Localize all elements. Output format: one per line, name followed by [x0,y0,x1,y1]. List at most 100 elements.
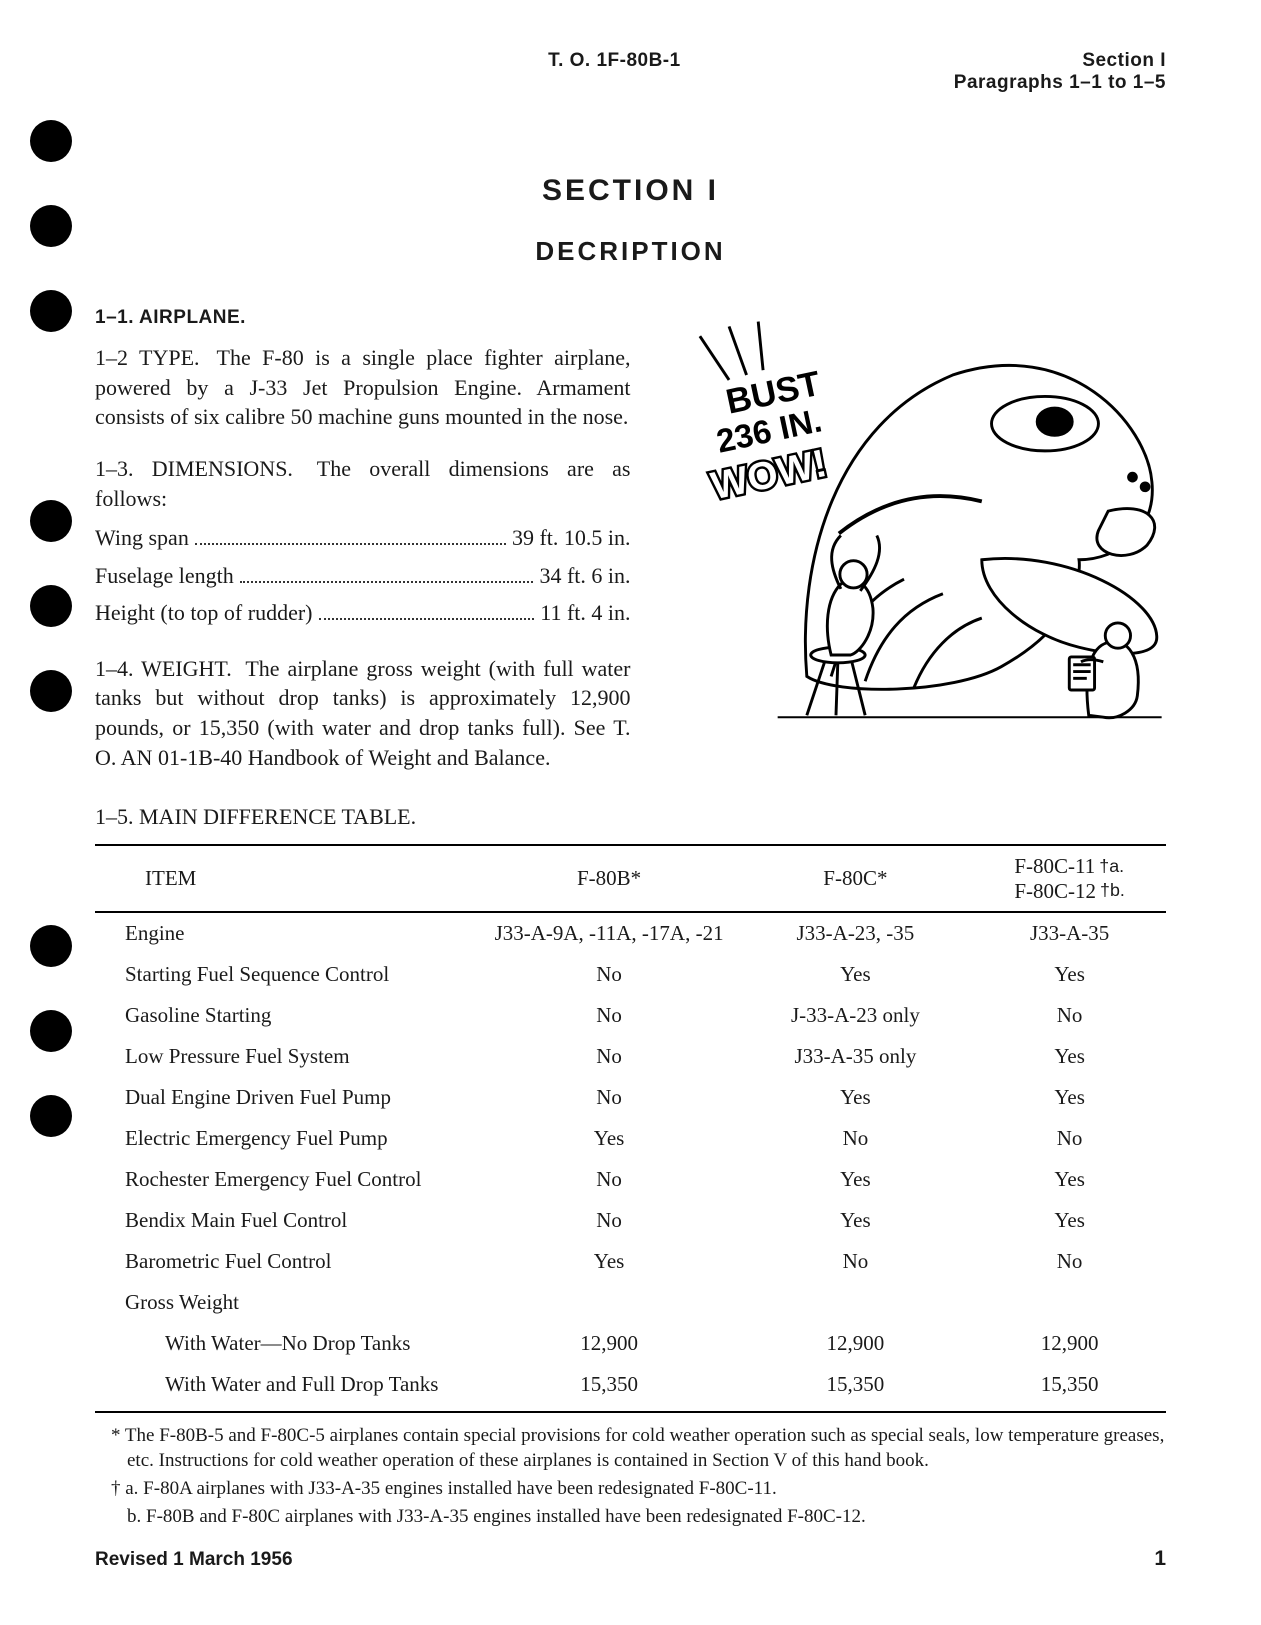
table-cell: Starting Fuel Sequence Control [95,954,481,995]
diff-table-body: EngineJ33-A-9A, -11A, -17A, -21J33-A-23,… [95,912,1166,1412]
para-type: 1–2 TYPE. The F-80 is a single place fig… [95,343,631,432]
page-footer: Revised 1 March 1956 1 [95,1547,1166,1571]
table-cell: J33-A-35 only [738,1036,974,1077]
dagger-a-icon: †a. [1099,856,1124,877]
table-cell: Bendix Main Fuel Control [95,1200,481,1241]
table-cell: With Water and Full Drop Tanks [95,1364,481,1412]
table-cell: No [973,1118,1166,1159]
table-cell: Gross Weight [95,1282,481,1323]
table-cell: 12,900 [481,1323,738,1364]
dagger-b-icon: †b. [1100,880,1125,901]
table-row: Gross Weight [95,1282,1166,1323]
footnote-dag-b: b. F-80B and F-80C airplanes with J33-A-… [95,1504,1166,1530]
table-cell: Yes [481,1241,738,1282]
para-dimensions-intro: 1–3. DIMENSIONS. The overall dimensions … [95,454,631,513]
table-cell: Electric Emergency Fuel Pump [95,1118,481,1159]
table-cell: No [738,1241,974,1282]
binder-holes [30,0,80,1625]
table-cell [738,1282,974,1323]
dimension-value: 39 ft. 10.5 in. [512,519,631,556]
cartoon-illustration: BUST 236 IN. WOW! [661,307,1167,725]
table-row: Dual Engine Driven Fuel PumpNoYesYes [95,1077,1166,1118]
table-cell: Gasoline Starting [95,995,481,1036]
table-cell: Yes [738,1200,974,1241]
binder-hole [30,925,72,967]
binder-hole [30,670,72,712]
intro-illustration-column: BUST 236 IN. WOW! [661,307,1167,794]
table-cell: Yes [738,1077,974,1118]
table-cell: J33-A-23, -35 [738,912,974,954]
binder-hole [30,290,72,332]
heading-airplane: 1–1. AIRPLANE. [95,307,631,329]
runin-weight: 1–4. WEIGHT. [95,656,232,681]
table-cell: Barometric Fuel Control [95,1241,481,1282]
table-row: Bendix Main Fuel ControlNoYesYes [95,1200,1166,1241]
table-cell: 15,350 [481,1364,738,1412]
table-row: EngineJ33-A-9A, -11A, -17A, -21J33-A-23,… [95,912,1166,954]
table-cell: Yes [973,1036,1166,1077]
table-cell: 15,350 [738,1364,974,1412]
dimension-row: Height (to top of rudder) 11 ft. 4 in. [95,594,631,631]
footnotes: * The F-80B-5 and F-80C-5 airplanes cont… [95,1423,1166,1530]
table-cell: Yes [973,954,1166,995]
table-cell [481,1282,738,1323]
header-right: Section I Paragraphs 1–1 to 1–5 [954,50,1166,94]
table-cell: Engine [95,912,481,954]
para-weight: 1–4. WEIGHT. The airplane gross weight (… [95,654,631,773]
binder-hole [30,1095,72,1137]
footnote-star: * The F-80B-5 and F-80C-5 airplanes cont… [95,1423,1166,1474]
table-cell: No [738,1118,974,1159]
col-f80c11-12: F-80C-11 †a. F-80C-12 †b. [973,845,1166,911]
table-cell: No [481,1159,738,1200]
table-cell: Yes [738,1159,974,1200]
table-cell: Yes [973,1077,1166,1118]
dimension-row: Wing span 39 ft. 10.5 in. [95,519,631,556]
diff-table-title: 1–5. MAIN DIFFERENCE TABLE. [95,804,1166,830]
col-item: ITEM [95,845,481,911]
table-header-row: ITEM F-80B* F-80C* F-80C-11 †a. F-80C-12… [95,845,1166,911]
table-row: Gasoline StartingNoJ-33-A-23 onlyNo [95,995,1166,1036]
dimension-value: 34 ft. 6 in. [539,557,630,594]
runin-dimensions: 1–3. DIMENSIONS. [95,456,293,481]
table-row: Rochester Emergency Fuel ControlNoYesYes [95,1159,1166,1200]
footer-page: 1 [1154,1547,1166,1571]
table-row: Starting Fuel Sequence ControlNoYesYes [95,954,1166,995]
header-center: T. O. 1F-80B-1 [275,50,954,72]
binder-hole [30,205,72,247]
table-cell: Yes [481,1118,738,1159]
dimensions-list: Wing span 39 ft. 10.5 in. Fuselage lengt… [95,519,631,631]
table-cell: Low Pressure Fuel System [95,1036,481,1077]
table-cell: Yes [973,1159,1166,1200]
col-f80c: F-80C* [738,845,974,911]
table-cell: Yes [973,1200,1166,1241]
header-paragraphs: Paragraphs 1–1 to 1–5 [954,72,1166,94]
table-row: Electric Emergency Fuel PumpYesNoNo [95,1118,1166,1159]
dimension-label: Wing span [95,519,189,556]
table-cell: No [481,954,738,995]
table-cell: J33-A-9A, -11A, -17A, -21 [481,912,738,954]
footnote-dag-a: † a. F-80A airplanes with J33-A-35 engin… [95,1476,1166,1502]
table-cell: Rochester Emergency Fuel Control [95,1159,481,1200]
table-cell: No [481,1077,738,1118]
table-cell: No [481,1036,738,1077]
table-cell: No [973,995,1166,1036]
binder-hole [30,585,72,627]
table-cell: No [481,1200,738,1241]
leader-dots [240,561,534,583]
table-cell: With Water—No Drop Tanks [95,1323,481,1364]
dimension-label: Fuselage length [95,557,234,594]
dimension-row: Fuselage length 34 ft. 6 in. [95,557,631,594]
table-row: With Water and Full Drop Tanks15,35015,3… [95,1364,1166,1412]
table-cell: Yes [738,954,974,995]
col-f80c12: F-80C-12 [1014,879,1096,903]
intro-two-column: 1–1. AIRPLANE. 1–2 TYPE. The F-80 is a s… [95,307,1166,794]
binder-hole [30,120,72,162]
footer-revised: Revised 1 March 1956 [95,1549,293,1571]
table-cell: J33-A-35 [973,912,1166,954]
runin-type: 1–2 TYPE. [95,345,200,370]
binder-hole [30,500,72,542]
table-cell: Dual Engine Driven Fuel Pump [95,1077,481,1118]
table-cell: No [973,1241,1166,1282]
table-row: Barometric Fuel ControlYesNoNo [95,1241,1166,1282]
col-f80b: F-80B* [481,845,738,911]
